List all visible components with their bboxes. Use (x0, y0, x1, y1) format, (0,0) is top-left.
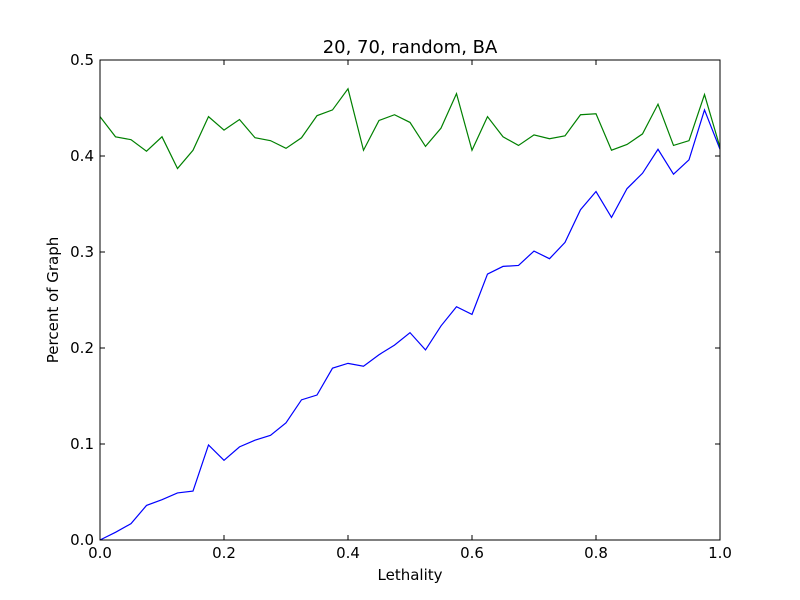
y-tick-label: 0.0 (70, 531, 94, 549)
series-line-1 (99, 87, 721, 170)
plot-frame (99, 59, 721, 541)
x-tick-label: 0.0 (88, 544, 112, 562)
y-tick-label: 0.2 (70, 339, 94, 357)
x-axis-label: Lethality (378, 566, 443, 584)
x-axis-ticks: 0.0 0.2 0.4 0.6 0.8 1.0 (88, 60, 732, 562)
x-tick-label: 1.0 (708, 544, 732, 562)
series-line-0 (99, 108, 721, 541)
x-tick-label: 0.2 (212, 544, 236, 562)
y-tick-label: 0.3 (70, 243, 94, 261)
plot-background (100, 60, 720, 540)
y-tick-label: 0.1 (70, 435, 94, 453)
y-tick-label: 0.4 (70, 147, 94, 165)
x-tick-label: 0.8 (584, 544, 608, 562)
y-tick-label: 0.5 (70, 51, 94, 69)
x-tick-label: 0.4 (336, 544, 360, 562)
chart-title: 20, 70, random, BA (323, 37, 498, 58)
x-tick-label: 0.6 (460, 544, 484, 562)
series-layer (99, 87, 721, 541)
y-axis-label: Percent of Graph (44, 237, 62, 363)
